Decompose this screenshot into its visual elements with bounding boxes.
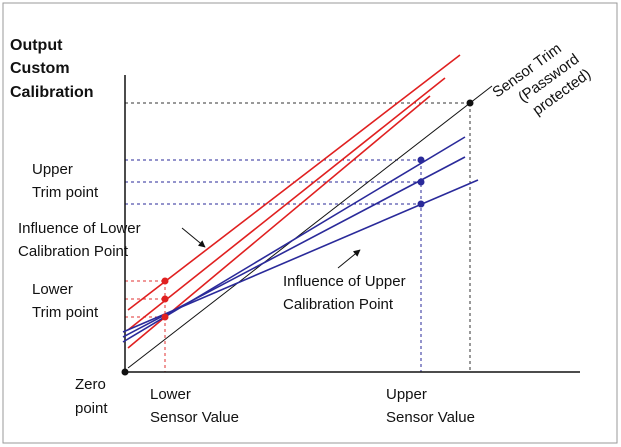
label: point xyxy=(75,400,108,417)
label: Sensor Value xyxy=(150,409,239,426)
label: Influence of Upper xyxy=(283,273,406,290)
label: Upper xyxy=(386,386,427,403)
red-lines xyxy=(127,54,461,349)
trim-dot xyxy=(466,99,474,107)
label: Lower xyxy=(150,386,191,403)
zero-dot xyxy=(121,368,129,376)
label: Lower xyxy=(32,281,73,298)
label: Zero xyxy=(75,376,106,393)
y-label: Calibration xyxy=(10,84,94,101)
y-label: Custom xyxy=(10,60,70,77)
upper-dots xyxy=(417,156,425,208)
label: Sensor Value xyxy=(386,409,475,426)
label: Upper xyxy=(32,161,73,178)
arrow-upper xyxy=(337,249,361,269)
label: Calibration Point xyxy=(18,243,129,260)
guides xyxy=(125,102,471,372)
label: Trim point xyxy=(32,304,99,321)
y-label: Output xyxy=(10,37,63,54)
sensor-trim-line xyxy=(127,85,493,369)
label: Trim point xyxy=(32,184,99,201)
label: Calibration Point xyxy=(283,296,394,313)
label: Influence of Lower xyxy=(18,220,141,237)
arrow-lower xyxy=(181,227,206,248)
lower-dots xyxy=(161,277,169,321)
